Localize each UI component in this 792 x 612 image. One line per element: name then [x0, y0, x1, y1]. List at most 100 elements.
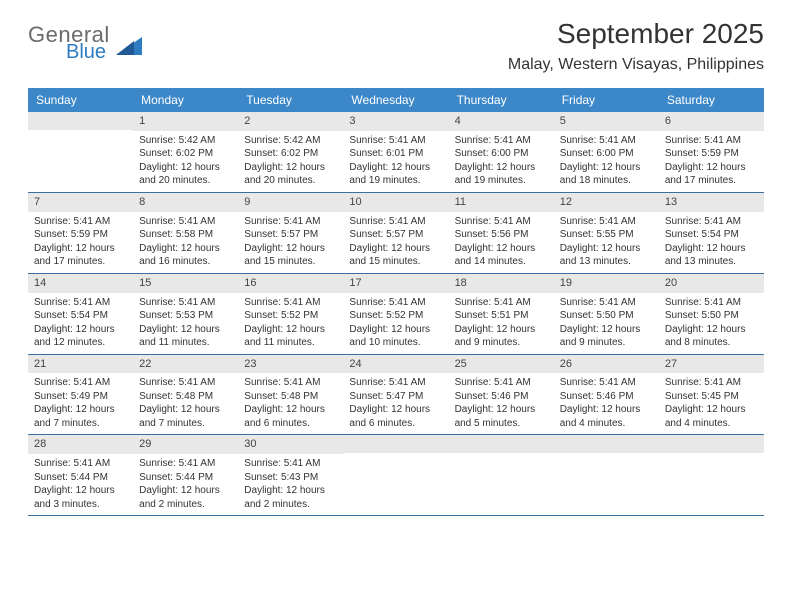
title-block: September 2025 Malay, Western Visayas, P… [508, 18, 764, 74]
daylight-text: Daylight: 12 hours and 7 minutes. [139, 403, 232, 430]
calendar-cell: 15Sunrise: 5:41 AMSunset: 5:53 PMDayligh… [133, 274, 238, 354]
sunset-text: Sunset: 6:01 PM [349, 147, 442, 161]
day-number: 20 [659, 274, 764, 293]
calendar-cell: 9Sunrise: 5:41 AMSunset: 5:57 PMDaylight… [238, 193, 343, 273]
sunrise-text: Sunrise: 5:41 AM [455, 215, 548, 229]
day-number: 21 [28, 355, 133, 374]
calendar-cell: 30Sunrise: 5:41 AMSunset: 5:43 PMDayligh… [238, 435, 343, 515]
sunset-text: Sunset: 5:59 PM [665, 147, 758, 161]
daylight-text: Daylight: 12 hours and 11 minutes. [244, 323, 337, 350]
calendar-cell: 2Sunrise: 5:42 AMSunset: 6:02 PMDaylight… [238, 112, 343, 192]
week-row: 21 Sunrise: 5:41 AM Sunset: 5:49 PM Dayligh… [28, 355, 764, 436]
day-number: 3 [343, 112, 448, 131]
calendar-cell: 25Sunrise: 5:41 AMSunset: 5:46 PMDayligh… [449, 355, 554, 435]
daylight-text: Daylight: 12 hours and 18 minutes. [560, 161, 653, 188]
logo-text: General Blue [28, 24, 110, 62]
day-number: 7 [28, 193, 133, 212]
calendar-cell: 26Sunrise: 5:41 AMSunset: 5:46 PMDayligh… [554, 355, 659, 435]
sunset-text: Sunset: 5:53 PM [139, 309, 232, 323]
month-title: September 2025 [508, 18, 764, 50]
calendar-cell: 19Sunrise: 5:41 AMSunset: 5:50 PMDayligh… [554, 274, 659, 354]
sunset-text: Sunset: 5:46 PM [560, 390, 653, 404]
daylight-text: Daylight: 12 hours and 10 minutes. [349, 323, 442, 350]
daylight-text: Daylight: 12 hours and 6 minutes. [244, 403, 337, 430]
sunrise-text: Sunrise: 5:41 AM [560, 296, 653, 310]
sunrise-text: Sunrise: 5:41 AM [455, 134, 548, 148]
calendar-cell: 8Sunrise: 5:41 AMSunset: 5:58 PMDaylight… [133, 193, 238, 273]
calendar-cell: 24Sunrise: 5:41 AMSunset: 5:47 PMDayligh… [343, 355, 448, 435]
day-number: 28 [28, 435, 133, 454]
sunrise-text: Sunrise: 5:41 AM [34, 296, 127, 310]
dow-monday: Monday [133, 88, 238, 112]
logo-line2: Blue [66, 42, 110, 62]
calendar-cell: 29Sunrise: 5:41 AMSunset: 5:44 PMDayligh… [133, 435, 238, 515]
sunset-text: Sunset: 5:57 PM [349, 228, 442, 242]
dow-wednesday: Wednesday [343, 88, 448, 112]
sunrise-text: Sunrise: 5:41 AM [665, 296, 758, 310]
day-number: 30 [238, 435, 343, 454]
daylight-text: Daylight: 12 hours and 13 minutes. [560, 242, 653, 269]
calendar-cell: 3 Sunrise: 5:41 AMSunset: 6:01 PMDaylight… [343, 112, 448, 192]
calendar-cell: 17Sunrise: 5:41 AMSunset: 5:52 PMDayligh… [343, 274, 448, 354]
calendar-cell-empty [449, 435, 554, 515]
day-number: 13 [659, 193, 764, 212]
sunrise-text: Sunrise: 5:41 AM [34, 457, 127, 471]
sunset-text: Sunset: 5:49 PM [34, 390, 127, 404]
sunset-text: Sunset: 5:59 PM [34, 228, 127, 242]
day-number: 12 [554, 193, 659, 212]
sunrise-text: Sunrise: 5:41 AM [244, 296, 337, 310]
day-number: 4 [449, 112, 554, 131]
logo-triangle-icon [116, 33, 142, 55]
daylight-text: Daylight: 12 hours and 17 minutes. [34, 242, 127, 269]
calendar-cell: 1Sunrise: 5:42 AMSunset: 6:02 PMDaylight… [133, 112, 238, 192]
sunrise-text: Sunrise: 5:41 AM [349, 134, 442, 148]
sunset-text: Sunset: 5:55 PM [560, 228, 653, 242]
day-number [659, 435, 764, 453]
day-number: 11 [449, 193, 554, 212]
calendar-cell: 18Sunrise: 5:41 AMSunset: 5:51 PMDayligh… [449, 274, 554, 354]
dow-thursday: Thursday [449, 88, 554, 112]
sunrise-text: Sunrise: 5:41 AM [139, 215, 232, 229]
day-number: 22 [133, 355, 238, 374]
daylight-text: Daylight: 12 hours and 9 minutes. [560, 323, 653, 350]
calendar-cell-empty [659, 435, 764, 515]
sunset-text: Sunset: 5:44 PM [139, 471, 232, 485]
sunset-text: Sunset: 5:52 PM [349, 309, 442, 323]
sunset-text: Sunset: 5:50 PM [665, 309, 758, 323]
day-number [554, 435, 659, 453]
day-number [343, 435, 448, 453]
daylight-text: Daylight: 12 hours and 19 minutes. [455, 161, 548, 188]
daylight-text: Daylight: 12 hours and 2 minutes. [244, 484, 337, 511]
sunrise-text: Sunrise: 5:41 AM [349, 215, 442, 229]
sunrise-text: Sunrise: 5:41 AM [244, 457, 337, 471]
day-number [28, 112, 133, 130]
calendar-cell: 23Sunrise: 5:41 AMSunset: 5:48 PMDayligh… [238, 355, 343, 435]
daylight-text: Daylight: 12 hours and 4 minutes. [665, 403, 758, 430]
calendar-cell: 7 Sunrise: 5:41 AMSunset: 5:59 PMDaylight… [28, 193, 133, 273]
sunset-text: Sunset: 5:54 PM [665, 228, 758, 242]
sunrise-text: Sunrise: 5:41 AM [349, 296, 442, 310]
calendar-cell: 4Sunrise: 5:41 AMSunset: 6:00 PMDaylight… [449, 112, 554, 192]
sunset-text: Sunset: 5:52 PM [244, 309, 337, 323]
sunset-text: Sunset: 5:54 PM [34, 309, 127, 323]
sunset-text: Sunset: 5:56 PM [455, 228, 548, 242]
day-number: 23 [238, 355, 343, 374]
daylight-text: Daylight: 12 hours and 13 minutes. [665, 242, 758, 269]
daylight-text: Daylight: 12 hours and 19 minutes. [349, 161, 442, 188]
dow-saturday: Saturday [659, 88, 764, 112]
calendar-cell: 6Sunrise: 5:41 AMSunset: 5:59 PMDaylight… [659, 112, 764, 192]
calendar-cell-empty [343, 435, 448, 515]
sunrise-text: Sunrise: 5:41 AM [34, 215, 127, 229]
day-number: 9 [238, 193, 343, 212]
daylight-text: Daylight: 12 hours and 3 minutes. [34, 484, 127, 511]
calendar-grid: SundayMondayTuesdayWednesdayThursdayFrid… [28, 88, 764, 516]
day-number: 19 [554, 274, 659, 293]
daylight-text: Daylight: 12 hours and 2 minutes. [139, 484, 232, 511]
sunrise-text: Sunrise: 5:41 AM [244, 376, 337, 390]
location: Malay, Western Visayas, Philippines [508, 56, 764, 74]
day-number: 8 [133, 193, 238, 212]
dow-friday: Friday [554, 88, 659, 112]
daylight-text: Daylight: 12 hours and 8 minutes. [665, 323, 758, 350]
dow-sunday: Sunday [28, 88, 133, 112]
sunset-text: Sunset: 5:45 PM [665, 390, 758, 404]
